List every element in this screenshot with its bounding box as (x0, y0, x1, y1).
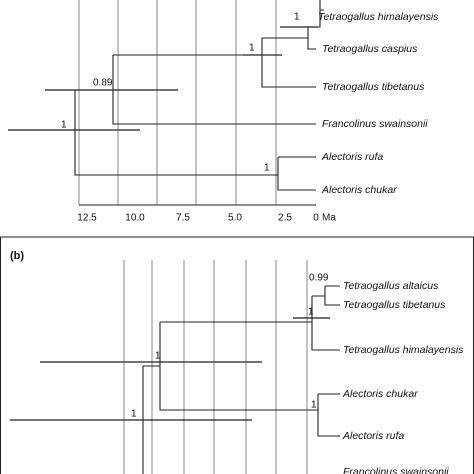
taxon: Alectoris chukar (342, 388, 418, 400)
taxon: Tetraogallus himalayensis (343, 344, 464, 356)
support-value: 1 (264, 163, 270, 174)
taxon: Tetraogallus tibetanus (343, 299, 446, 311)
axis-tick-label: 0 (313, 213, 319, 224)
tree-a (8, 0, 324, 191)
support-value: 1 (308, 307, 314, 318)
support-value: 1 (249, 43, 255, 54)
support-value: 0.99 (309, 273, 329, 284)
axis-tick-label: 7.5 (176, 213, 190, 224)
axis-tick-label: 2.5 (278, 213, 292, 224)
taxon: Tetraogallus tibetanus (322, 81, 425, 93)
taxon: Tetraogallus caspius (322, 43, 418, 55)
taxon: Alectoris chukar (321, 184, 397, 196)
taxon: Alectoris rufa (321, 151, 383, 163)
taxon: Tetraogallus himalayensis (318, 11, 439, 23)
axis-tick-label: 10.0 (125, 213, 145, 224)
tree-b (10, 285, 340, 474)
panel-label: (b) (10, 250, 24, 262)
grid-a (78, 0, 316, 206)
taxon: Alectoris rufa (342, 430, 404, 442)
support-value: 1 (311, 400, 317, 411)
support-value: 1 (294, 12, 300, 23)
axis-tick-label: 12.5 (77, 213, 97, 224)
support-value: 1 (131, 409, 137, 420)
grid-b (123, 260, 308, 474)
support-value: 0.89 (93, 78, 113, 89)
axis-tick-label: 5.0 (228, 213, 242, 224)
taxon: Tetraogallus altaicus (343, 280, 439, 292)
axis-unit: Ma (322, 213, 336, 224)
support-value: 1 (61, 120, 67, 131)
support-value: 1 (155, 351, 161, 362)
taxon: Francolinus swainsonii (343, 466, 449, 474)
taxon: Francolinus swainsonii (322, 118, 428, 130)
